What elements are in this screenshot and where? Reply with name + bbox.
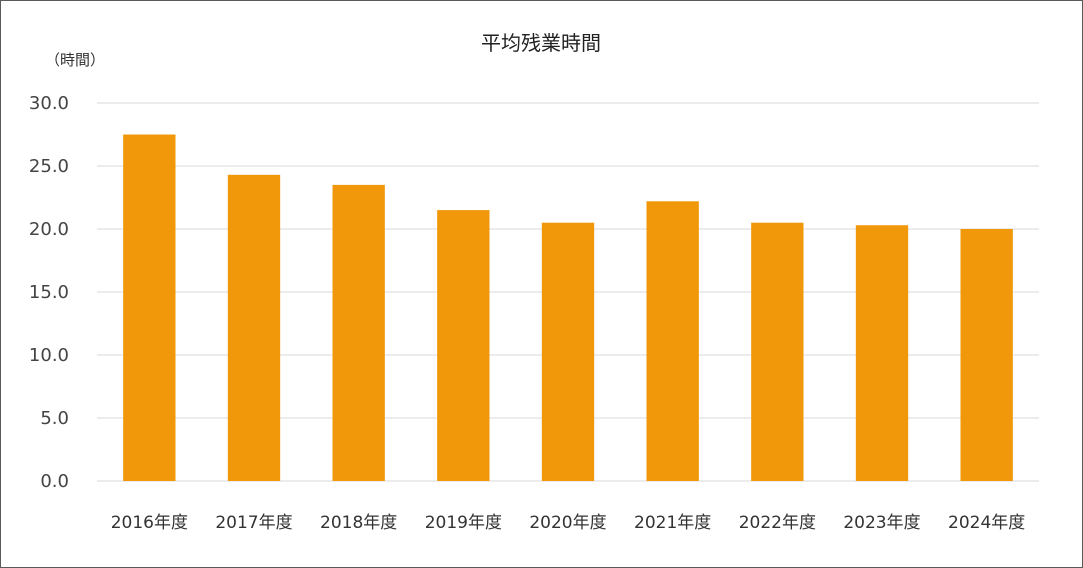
x-tick-label: 2016年度: [111, 513, 188, 533]
bar: [646, 201, 699, 481]
x-tick-label: 2017年度: [215, 513, 292, 533]
x-tick-label: 2021年度: [634, 513, 711, 533]
x-tick-label: 2018年度: [320, 513, 397, 533]
bar: [751, 222, 804, 481]
y-tick-label: 20.0: [29, 219, 69, 240]
y-tick-label: 30.0: [29, 93, 69, 114]
y-axis-unit-label: （時間）: [45, 51, 105, 69]
y-tick-label: 15.0: [29, 282, 69, 303]
bar: [960, 229, 1013, 481]
y-tick-label: 5.0: [40, 408, 69, 429]
bar: [332, 184, 385, 481]
bar: [123, 134, 176, 481]
bars: [123, 134, 1013, 481]
y-tick-label: 0.0: [40, 471, 69, 492]
bar: [437, 210, 490, 481]
bar: [855, 225, 909, 481]
x-axis-ticks: 2016年度 2017年度 2018年度 2019年度 2020年度 2021年度 2022…: [111, 513, 1026, 533]
x-tick-label: 2019年度: [425, 513, 502, 533]
y-tick-label: 25.0: [29, 156, 69, 177]
chart-title: 平均残業時間: [481, 31, 601, 55]
x-tick-label: 2020年度: [529, 513, 606, 533]
y-axis-ticks: 0.0 5.0 10.0 15.0 20.0 25.0 30.0: [29, 93, 69, 492]
y-tick-label: 10.0: [29, 345, 69, 366]
x-tick-label: 2023年度: [843, 513, 920, 533]
x-tick-label: 2022年度: [739, 513, 816, 533]
bar: [541, 222, 595, 481]
x-tick-label: 2024年度: [948, 513, 1025, 533]
bar: [227, 174, 281, 481]
